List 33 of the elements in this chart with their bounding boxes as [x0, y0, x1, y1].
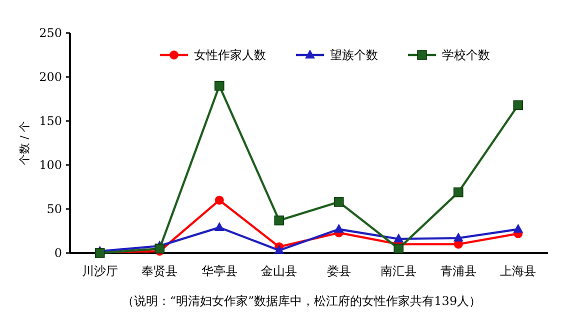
y-tick-label: 0 [54, 246, 62, 260]
point [513, 224, 524, 233]
point [334, 197, 344, 207]
point [274, 244, 284, 254]
y-tick-label: 200 [39, 70, 62, 84]
point [154, 244, 165, 254]
text: （说明：“明清妇女作家”数据库中，松江府的女性作家共有139人） [122, 294, 482, 308]
x-tick-label: 奉贤县 [142, 264, 178, 278]
point [274, 216, 284, 226]
y-tick-label: 50 [46, 202, 62, 216]
point [453, 232, 464, 242]
point [214, 80, 224, 91]
x-tick-label: 南汇县 [380, 264, 417, 278]
point [394, 244, 404, 254]
y-axis-title: 个数 / 个 [18, 121, 31, 165]
y-tick-label: 150 [39, 114, 62, 128]
y-tick-label: 100 [39, 158, 62, 172]
point [214, 222, 224, 231]
x-tick-label: 川沙厅 [82, 264, 118, 278]
x-tick-label: 华亭县 [201, 264, 238, 278]
y-tick-label: 250 [39, 26, 62, 40]
point [394, 233, 404, 242]
x-tick-label: 青浦县 [440, 264, 476, 278]
x-tick-label: 上海县 [500, 264, 536, 278]
point [513, 100, 524, 110]
point [214, 196, 224, 205]
x-tick-label: 娄县 [326, 264, 351, 278]
point [334, 224, 344, 233]
point [453, 187, 464, 198]
legend-label: 女性作家人数 [194, 48, 266, 62]
legend-label: 学校个数 [442, 48, 490, 62]
x-tick-label: 金山县 [261, 264, 298, 278]
legend-label: 望族个数 [330, 48, 378, 62]
